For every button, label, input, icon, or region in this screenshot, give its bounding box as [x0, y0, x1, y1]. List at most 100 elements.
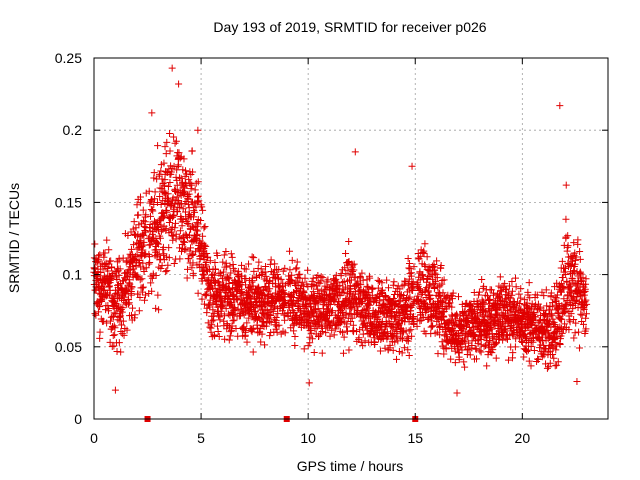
data-point	[499, 319, 507, 327]
data-point	[406, 307, 414, 315]
data-point	[140, 231, 148, 239]
data-point	[405, 295, 413, 303]
data-point	[155, 306, 163, 314]
data-point	[509, 326, 517, 334]
data-point	[433, 257, 441, 265]
data-point	[248, 274, 256, 282]
data-point	[534, 355, 542, 363]
data-point	[249, 348, 257, 356]
data-point	[145, 260, 153, 268]
data-point	[548, 311, 556, 319]
data-point	[139, 206, 147, 214]
data-point	[386, 341, 394, 349]
data-point	[273, 271, 281, 279]
data-point	[138, 275, 146, 283]
data-point	[427, 294, 435, 302]
data-point	[545, 306, 553, 314]
data-point	[313, 323, 321, 331]
data-point	[201, 291, 209, 299]
data-point	[582, 314, 590, 322]
data-point	[492, 339, 500, 347]
data-point	[238, 279, 246, 287]
data-point	[493, 310, 501, 318]
data-point	[188, 181, 196, 189]
data-point	[481, 342, 489, 350]
data-point	[153, 198, 161, 206]
data-point	[234, 305, 242, 313]
data-point	[111, 386, 119, 394]
data-point	[113, 276, 121, 284]
data-point	[219, 268, 227, 276]
data-point	[383, 276, 391, 284]
data-point	[344, 258, 352, 266]
data-point	[564, 242, 572, 250]
data-point	[454, 293, 462, 301]
data-point	[105, 305, 113, 313]
data-point	[146, 224, 154, 232]
data-point	[194, 289, 202, 297]
data-point	[292, 265, 300, 273]
data-point	[188, 264, 196, 272]
data-point	[564, 232, 572, 240]
data-point	[272, 316, 280, 324]
data-point	[281, 290, 289, 298]
data-point	[472, 355, 480, 363]
data-point	[516, 300, 524, 308]
data-point	[148, 206, 156, 214]
data-point	[267, 256, 275, 264]
data-point	[458, 346, 466, 354]
data-point	[255, 258, 263, 266]
data-point	[508, 287, 516, 295]
data-point	[259, 309, 267, 317]
data-point	[309, 274, 317, 282]
data-point	[492, 354, 500, 362]
data-point	[194, 227, 202, 235]
data-point	[220, 251, 228, 259]
data-point	[248, 253, 256, 261]
data-point	[250, 267, 258, 275]
data-point	[135, 307, 143, 315]
data-point	[228, 300, 236, 308]
data-point	[353, 327, 361, 335]
data-point	[286, 266, 294, 274]
data-point	[497, 297, 505, 305]
data-point	[200, 224, 208, 232]
data-point	[161, 143, 169, 151]
data-point	[227, 269, 235, 277]
data-point	[275, 282, 283, 290]
data-point	[390, 313, 398, 321]
data-point	[570, 334, 578, 342]
data-point	[175, 161, 183, 169]
data-point	[348, 314, 356, 322]
data-point	[157, 167, 165, 175]
data-point	[538, 288, 546, 296]
data-point	[219, 258, 227, 266]
data-point	[94, 257, 102, 265]
data-point	[175, 149, 183, 157]
data-point	[404, 346, 412, 354]
data-point	[162, 268, 170, 276]
data-point	[210, 310, 218, 318]
data-point	[582, 275, 590, 283]
data-point	[570, 316, 578, 324]
data-point	[506, 323, 514, 331]
data-point	[225, 279, 233, 287]
data-point	[103, 236, 111, 244]
data-point	[430, 285, 438, 293]
data-point	[269, 307, 277, 315]
data-point	[199, 206, 207, 214]
data-point	[362, 305, 370, 313]
data-point	[566, 318, 574, 326]
data-point	[96, 251, 104, 259]
data-point	[340, 288, 348, 296]
data-point	[515, 290, 523, 298]
data-point	[463, 345, 471, 353]
data-point	[524, 322, 532, 330]
data-point	[201, 241, 209, 249]
data-point	[532, 301, 540, 309]
x-tick-label: 20	[515, 430, 531, 446]
data-point	[173, 208, 181, 216]
data-point	[157, 265, 165, 273]
data-point	[504, 356, 512, 364]
data-point	[106, 338, 114, 346]
